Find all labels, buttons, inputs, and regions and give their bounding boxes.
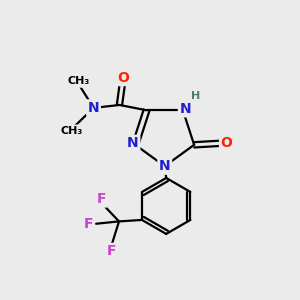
Text: N: N bbox=[179, 102, 191, 116]
Text: F: F bbox=[97, 192, 106, 206]
Text: N: N bbox=[88, 101, 99, 115]
Text: O: O bbox=[220, 136, 232, 150]
Text: F: F bbox=[107, 244, 116, 258]
Text: CH₃: CH₃ bbox=[68, 76, 90, 86]
Text: N: N bbox=[127, 136, 139, 150]
Text: F: F bbox=[84, 217, 93, 231]
Text: CH₃: CH₃ bbox=[61, 126, 83, 136]
Text: H: H bbox=[191, 92, 200, 101]
Text: N: N bbox=[159, 159, 170, 173]
Text: O: O bbox=[117, 70, 129, 85]
